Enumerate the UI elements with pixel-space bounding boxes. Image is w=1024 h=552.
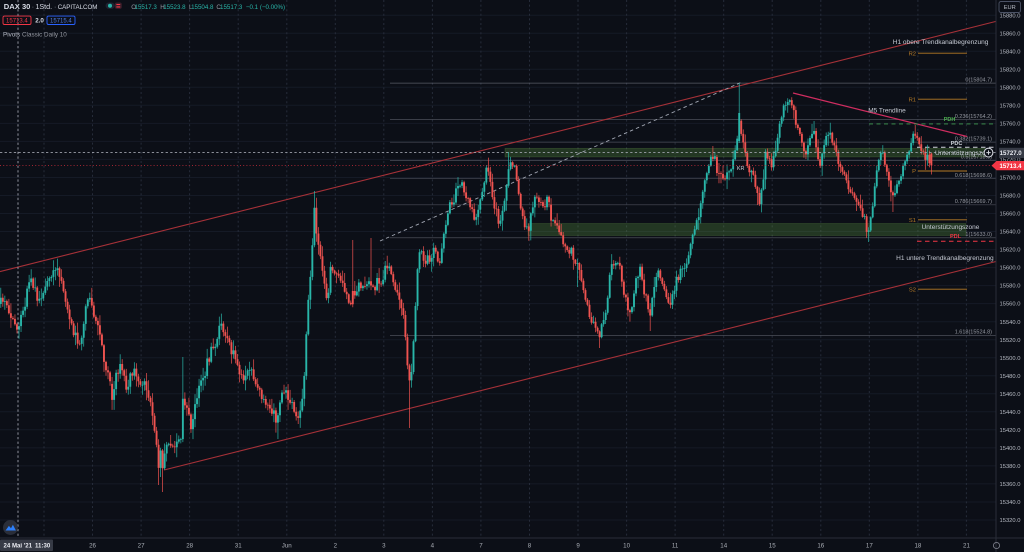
svg-text:1.618(15524.8): 1.618(15524.8): [955, 330, 992, 336]
svg-text:18: 18: [914, 543, 921, 550]
svg-text:0(15804.7): 0(15804.7): [965, 77, 992, 83]
svg-text:15740.0: 15740.0: [1000, 139, 1021, 145]
svg-text:15760.0: 15760.0: [1000, 121, 1021, 127]
svg-text:2.0: 2.0: [35, 18, 44, 25]
svg-text:4: 4: [431, 543, 435, 550]
svg-text:H1 obere Trendkanalbegrenzung: H1 obere Trendkanalbegrenzung: [893, 39, 989, 46]
svg-text:15800.0: 15800.0: [1000, 85, 1021, 91]
svg-text:15440.0: 15440.0: [1000, 410, 1021, 416]
svg-text:15600.0: 15600.0: [1000, 266, 1021, 272]
svg-text:15340.0: 15340.0: [1000, 500, 1021, 506]
svg-text:P: P: [912, 169, 916, 175]
svg-text:R1: R1: [909, 97, 916, 103]
svg-text:1(15633.0): 1(15633.0): [965, 232, 992, 238]
svg-text:O: O: [131, 4, 136, 11]
svg-text:Jun: Jun: [282, 543, 293, 550]
svg-text:15780.0: 15780.0: [1000, 103, 1021, 109]
svg-text:26: 26: [89, 543, 96, 550]
svg-text:15517.3: 15517.3: [135, 4, 158, 11]
svg-text:8: 8: [528, 543, 532, 550]
svg-text:S1: S1: [909, 218, 916, 224]
svg-text:PDH: PDH: [944, 117, 956, 123]
svg-text:11: 11: [672, 543, 679, 550]
svg-text:15580.0: 15580.0: [1000, 284, 1021, 290]
svg-text:1Std.: 1Std.: [35, 2, 52, 11]
svg-text:15727.0: 15727.0: [1000, 150, 1023, 157]
svg-text:15420.0: 15420.0: [1000, 428, 1021, 434]
svg-text:15700.0: 15700.0: [1000, 176, 1021, 182]
svg-text:15640.0: 15640.0: [1000, 230, 1021, 236]
svg-text:15680.0: 15680.0: [1000, 194, 1021, 200]
svg-text:15360.0: 15360.0: [1000, 482, 1021, 488]
svg-text:15504.8: 15504.8: [191, 4, 214, 11]
svg-text:24 Mai '21: 24 Mai '21: [4, 543, 33, 550]
svg-text:15517.3: 15517.3: [220, 4, 243, 11]
svg-text:7: 7: [479, 543, 483, 550]
svg-text:S2: S2: [909, 287, 916, 293]
svg-text:2: 2: [334, 543, 338, 550]
svg-text:0.236(15764.2): 0.236(15764.2): [955, 114, 992, 120]
svg-text:·: ·: [54, 4, 56, 11]
svg-text:KR: KR: [737, 166, 745, 172]
svg-text:CAPITALCOM: CAPITALCOM: [58, 4, 98, 11]
svg-text:15: 15: [769, 543, 776, 550]
svg-text:15520.0: 15520.0: [1000, 338, 1021, 344]
svg-text:15460.0: 15460.0: [1000, 392, 1021, 398]
svg-text:15320.0: 15320.0: [1000, 518, 1021, 524]
svg-text:−0.1 (−0.00%): −0.1 (−0.00%): [246, 4, 285, 11]
svg-text:15523.8: 15523.8: [163, 4, 186, 11]
svg-text:28: 28: [186, 543, 193, 550]
svg-text:15400.0: 15400.0: [1000, 446, 1021, 452]
svg-text:H1 untere Trendkanalbegrenzung: H1 untere Trendkanalbegrenzung: [896, 255, 994, 262]
svg-text:R2: R2: [909, 51, 916, 57]
svg-text:27: 27: [138, 543, 145, 550]
svg-text:0.786(15669.7): 0.786(15669.7): [955, 199, 992, 205]
svg-text:15540.0: 15540.0: [1000, 320, 1021, 326]
svg-text:15715.4: 15715.4: [50, 18, 72, 24]
svg-text:15380.0: 15380.0: [1000, 464, 1021, 470]
svg-text:15500.0: 15500.0: [1000, 356, 1021, 362]
svg-text:0.618(15698.6): 0.618(15698.6): [955, 173, 992, 179]
svg-text:Unterstützungszo: Unterstützungszo: [935, 150, 986, 157]
svg-text:Classic Daily 10: Classic Daily 10: [22, 31, 67, 38]
svg-text:M5 Trendline: M5 Trendline: [868, 107, 906, 114]
svg-text:Unterstützungszone: Unterstützungszone: [922, 224, 980, 231]
svg-text:15840.0: 15840.0: [1000, 49, 1021, 55]
svg-text:11:30: 11:30: [35, 543, 51, 550]
svg-text:Pivots: Pivots: [3, 31, 20, 38]
svg-text:EUR: EUR: [1004, 5, 1016, 11]
svg-text:L: L: [189, 4, 193, 11]
svg-text:15720.0: 15720.0: [1000, 158, 1021, 164]
svg-text:21: 21: [963, 543, 970, 550]
svg-text:15820.0: 15820.0: [1000, 67, 1021, 73]
svg-text:10: 10: [623, 543, 630, 550]
svg-text:16: 16: [817, 543, 824, 550]
svg-text:15480.0: 15480.0: [1000, 374, 1021, 380]
svg-text:9: 9: [576, 543, 580, 550]
svg-text:0.382(15739.1): 0.382(15739.1): [955, 136, 992, 142]
svg-text:17: 17: [866, 543, 873, 550]
svg-text:15860.0: 15860.0: [1000, 31, 1021, 37]
svg-text:15560.0: 15560.0: [1000, 302, 1021, 308]
svg-text:15880.0: 15880.0: [1000, 13, 1021, 19]
svg-text:C: C: [216, 4, 221, 11]
svg-text:H: H: [160, 4, 164, 11]
svg-text:0.5(15718.9): 0.5(15718.9): [961, 155, 992, 161]
svg-text:15713.4: 15713.4: [6, 18, 28, 24]
svg-text:·: ·: [32, 4, 34, 11]
svg-text:PDC: PDC: [951, 141, 963, 147]
svg-text:15620.0: 15620.0: [1000, 248, 1021, 254]
svg-text:14: 14: [720, 543, 727, 550]
svg-text:3: 3: [382, 543, 386, 550]
svg-text:PDL: PDL: [950, 234, 962, 240]
svg-text:31: 31: [235, 543, 242, 550]
svg-text:15713.4: 15713.4: [999, 163, 1022, 170]
svg-text:DAX 30: DAX 30: [4, 2, 31, 11]
svg-text:15660.0: 15660.0: [1000, 212, 1021, 218]
